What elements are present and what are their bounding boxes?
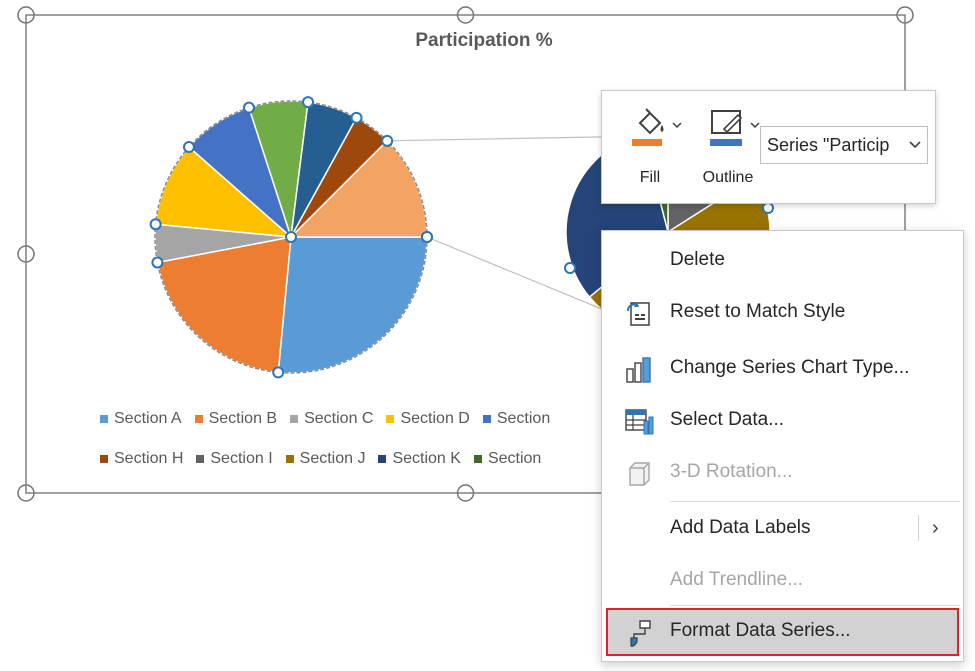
menu-item-label: Format Data Series... — [670, 620, 851, 641]
series-select-dropdown[interactable]: Series "Particip — [760, 126, 928, 164]
legend-row-1: Section A Section B Section C Section D Sect… — [100, 410, 563, 428]
legend-swatch — [100, 455, 108, 463]
chevron-down-icon[interactable] — [750, 121, 760, 129]
data-point-marker[interactable] — [272, 366, 285, 379]
legend-label: Section C — [304, 410, 374, 427]
outline-label: Outline — [702, 169, 754, 186]
legend-swatch — [473, 455, 482, 463]
menu-divider — [670, 605, 960, 606]
legend-swatch — [386, 415, 395, 423]
data-point-marker[interactable] — [149, 218, 162, 231]
legend-swatch — [196, 455, 205, 463]
legend-swatch — [482, 415, 491, 423]
bar-chart-icon — [626, 357, 651, 383]
legend-entry-section-d[interactable]: Section D — [386, 410, 470, 428]
legend-entry-section-b[interactable]: Section B — [194, 410, 278, 428]
legend-label: Section J — [299, 450, 366, 467]
fill-button[interactable]: Fill — [610, 101, 690, 191]
legend-entry-section-c[interactable]: Section C — [290, 410, 373, 428]
data-point-marker[interactable] — [762, 202, 774, 214]
submenu-separator — [918, 515, 919, 541]
data-point-marker[interactable] — [350, 111, 363, 124]
menu-item-label: Reset to Match Style — [670, 301, 846, 322]
legend-row-2: Section H Section I Section J Section K Sect… — [100, 450, 554, 468]
pie-slice-section-a[interactable] — [277, 236, 428, 374]
data-point-marker[interactable] — [302, 96, 315, 109]
legend-label: Section B — [208, 410, 278, 427]
menu-item-reset-to-match-style[interactable]: Reset to Match Style — [602, 287, 963, 339]
legend-label: Section K — [392, 450, 461, 467]
cube-3d-icon — [629, 462, 650, 486]
menu-item-select-data[interactable]: Select Data... — [602, 395, 963, 447]
data-point-marker[interactable] — [285, 231, 297, 243]
menu-item-label: 3-D Rotation... — [670, 461, 793, 482]
legend-swatch — [194, 415, 203, 423]
menu-item-change-series-chart-type[interactable]: Change Series Chart Type... — [602, 343, 963, 395]
pen-outline-icon — [710, 110, 743, 146]
reset-style-icon — [627, 302, 650, 326]
legend-entry-section-h[interactable]: Section H — [100, 450, 183, 468]
legend-swatch — [100, 415, 108, 423]
legend-entry-section-j[interactable]: Section J — [285, 450, 366, 468]
format-brush-icon — [630, 620, 651, 647]
menu-item-add-data-labels[interactable]: Add Data Labels › — [602, 503, 963, 555]
legend-label: Section A — [114, 410, 182, 427]
legend-entry-section-i[interactable]: Section I — [196, 450, 273, 468]
data-point-marker[interactable] — [381, 134, 394, 147]
fill-label: Fill — [639, 169, 661, 186]
legend-label: Section H — [114, 450, 184, 467]
legend-label: Section — [487, 450, 542, 467]
context-menu: Delete Reset to Match Style Change Serie… — [601, 230, 964, 662]
legend-label: Section — [496, 410, 551, 427]
legend-swatch — [290, 415, 299, 423]
menu-item-delete[interactable]: Delete — [602, 235, 963, 287]
series-select-value: Series "Particip — [767, 135, 890, 155]
chart-title[interactable]: Participation % — [415, 30, 553, 51]
menu-item-label: Change Series Chart Type... — [670, 357, 910, 378]
legend-label: Section I — [210, 450, 273, 467]
menu-item-3d-rotation[interactable]: 3-D Rotation... — [602, 447, 963, 499]
legend-entry-section[interactable]: Section — [482, 410, 551, 428]
legend-swatch — [378, 455, 387, 463]
menu-item-label: Add Data Labels — [670, 517, 811, 538]
format-mini-toolbar: Fill Outline Series "Particip — [601, 90, 936, 204]
menu-item-label: Delete — [670, 249, 725, 270]
legend-label: Section D — [400, 410, 470, 427]
menu-item-label: Select Data... — [670, 409, 785, 430]
data-point-marker[interactable] — [242, 101, 255, 114]
menu-item-add-trendline[interactable]: Add Trendline... — [602, 555, 963, 607]
chevron-down-icon[interactable] — [672, 121, 682, 129]
data-point-marker[interactable] — [564, 262, 576, 274]
menu-item-label: Add Trendline... — [670, 569, 804, 590]
menu-item-format-data-series[interactable]: Format Data Series... — [606, 608, 959, 656]
legend-entry-section-k[interactable]: Section K — [378, 450, 461, 468]
menu-divider — [670, 501, 960, 502]
paint-bucket-icon — [632, 108, 664, 146]
data-point-marker[interactable] — [151, 256, 164, 269]
legend-entry-section-a[interactable]: Section A — [100, 410, 182, 428]
select-data-table-icon — [625, 409, 654, 435]
outline-button[interactable]: Outline — [688, 101, 768, 191]
legend-entry-section[interactable]: Section — [473, 450, 542, 468]
chevron-right-icon: › — [932, 517, 939, 539]
data-point-marker[interactable] — [421, 231, 433, 243]
data-point-marker[interactable] — [182, 141, 195, 154]
legend-swatch — [285, 455, 294, 463]
chevron-down-icon — [909, 141, 921, 149]
